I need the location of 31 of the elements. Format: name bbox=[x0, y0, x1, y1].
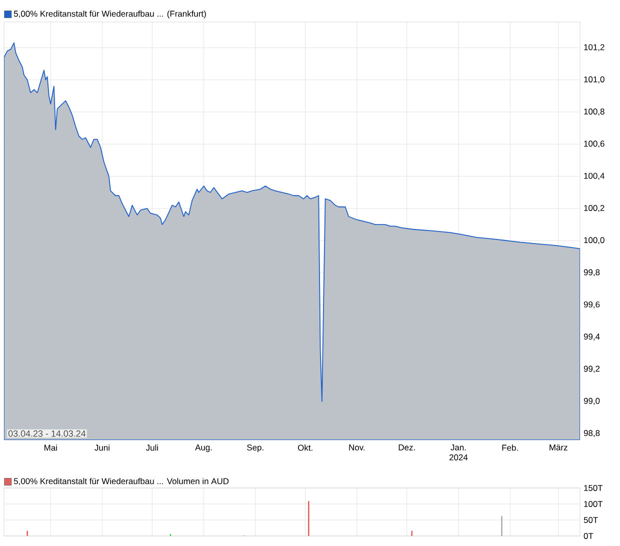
y-tick-label: 99,8 bbox=[584, 269, 600, 276]
x-tick-label: Juli bbox=[146, 444, 158, 451]
y-tick-label: 101,2 bbox=[584, 44, 604, 52]
x-tick-label: Dez. bbox=[398, 444, 415, 450]
x-tick-label: Aug. bbox=[195, 444, 212, 452]
y-tick-label: 99,2 bbox=[584, 366, 600, 373]
legend-label: 5,00% Kreditanstalt für Wiederaufbau ... Volumen in AUD bbox=[14, 478, 229, 486]
y-tick-label: 99,0 bbox=[584, 398, 600, 405]
y-tick-label: 100,2 bbox=[584, 204, 604, 212]
y-tick-label: 98,8 bbox=[584, 430, 600, 438]
y-tick-label: 100,4 bbox=[584, 172, 604, 180]
y-tick-label: 99,6 bbox=[584, 301, 600, 308]
y-tick-label: 100,0 bbox=[584, 237, 604, 244]
x-tick-label: Feb. bbox=[502, 444, 518, 451]
y-tick-label: 100T bbox=[584, 500, 603, 507]
x-tick-label: Juni bbox=[94, 444, 110, 451]
x-tick-label: Nov. bbox=[349, 444, 365, 450]
y-tick-label: 150T bbox=[584, 484, 603, 491]
x-tick-label: Mai bbox=[44, 444, 57, 451]
x-tick-label: Sep. bbox=[247, 444, 264, 452]
x-tick-label: Okt. bbox=[298, 444, 312, 451]
y-tick-label: 100,8 bbox=[584, 108, 604, 116]
y-tick-label: 0T bbox=[584, 532, 594, 539]
y-tick-label: 50T bbox=[584, 516, 598, 523]
legend-label: 5,00% Kreditanstalt für Wiederaufbau ... (Frankfurt) bbox=[14, 10, 206, 18]
annotation: 03.04.23 - 14.03.24 bbox=[8, 430, 86, 437]
x-tick-label: Jan. 2024 bbox=[449, 444, 468, 460]
x-tick-label: März bbox=[550, 444, 568, 450]
y-tick-label: 101,0 bbox=[584, 76, 604, 84]
y-tick-label: 99,4 bbox=[584, 334, 600, 341]
y-tick-label: 100,6 bbox=[584, 140, 604, 148]
